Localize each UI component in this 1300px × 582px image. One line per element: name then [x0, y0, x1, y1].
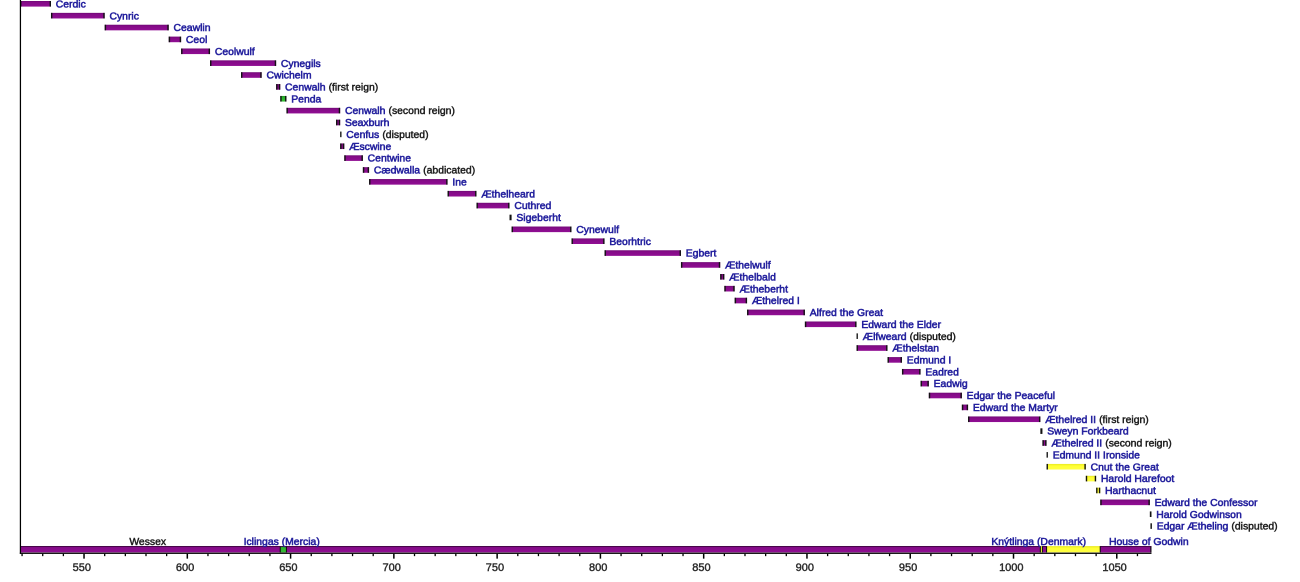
- svg-text:Æthelwulf: Æthelwulf: [725, 261, 771, 272]
- svg-text:Cerdic: Cerdic: [56, 0, 86, 10]
- svg-text:Æthelstan: Æthelstan: [892, 344, 939, 355]
- svg-text:Cnut the Great: Cnut the Great: [1091, 462, 1159, 473]
- svg-text:1000: 1000: [999, 562, 1023, 574]
- svg-text:Cuthred: Cuthred: [514, 201, 551, 212]
- svg-text:Cynric: Cynric: [109, 11, 138, 22]
- svg-text:Harold Godwinson: Harold Godwinson: [1156, 510, 1242, 521]
- svg-text:Wessex: Wessex: [129, 537, 167, 548]
- svg-text:Eadwig: Eadwig: [934, 379, 968, 390]
- svg-text:Cædwalla(abdicated): Cædwalla (abdicated): [374, 166, 475, 177]
- svg-text:Knýtlinga (Denmark): Knýtlinga (Denmark): [991, 537, 1086, 548]
- svg-text:Æthelred II(second reign): Æthelred II (second reign): [1051, 439, 1171, 450]
- svg-text:Edward the Confessor: Edward the Confessor: [1155, 498, 1258, 509]
- svg-text:Cynewulf: Cynewulf: [576, 225, 619, 236]
- svg-text:Ætheberht: Ætheberht: [739, 284, 788, 295]
- svg-text:950: 950: [899, 562, 917, 574]
- svg-text:Cenwalh(second reign): Cenwalh (second reign): [345, 106, 455, 117]
- svg-text:Edmund I: Edmund I: [907, 356, 951, 367]
- svg-text:Sweyn Forkbeard: Sweyn Forkbeard: [1047, 427, 1129, 438]
- svg-text:Edward the Martyr: Edward the Martyr: [973, 403, 1058, 414]
- svg-text:900: 900: [796, 562, 814, 574]
- svg-text:Ine: Ine: [452, 177, 467, 188]
- svg-text:Edgar Ætheling(disputed): Edgar Ætheling (disputed): [1157, 522, 1278, 533]
- svg-text:Egbert: Egbert: [686, 249, 717, 260]
- svg-text:House of Godwin: House of Godwin: [1109, 537, 1189, 548]
- svg-text:850: 850: [692, 562, 710, 574]
- svg-text:Edmund II Ironside: Edmund II Ironside: [1053, 450, 1140, 461]
- svg-text:Æthelheard: Æthelheard: [481, 189, 535, 200]
- svg-text:1050: 1050: [1102, 562, 1126, 574]
- svg-text:750: 750: [486, 562, 504, 574]
- svg-text:Eadred: Eadred: [925, 367, 959, 378]
- svg-text:Harthacnut: Harthacnut: [1105, 486, 1156, 497]
- svg-text:800: 800: [589, 562, 607, 574]
- svg-text:Penda: Penda: [291, 94, 321, 105]
- svg-text:Cenwalh(first reign): Cenwalh (first reign): [285, 82, 378, 93]
- svg-text:Alfred the Great: Alfred the Great: [810, 308, 883, 319]
- svg-text:Ceolwulf: Ceolwulf: [215, 47, 255, 58]
- svg-text:Iclingas (Mercia): Iclingas (Mercia): [244, 537, 320, 548]
- svg-text:Edward the Elder: Edward the Elder: [861, 320, 941, 331]
- svg-text:Ceol: Ceol: [186, 35, 207, 46]
- svg-text:Seaxburh: Seaxburh: [345, 118, 390, 129]
- svg-text:Æscwine: Æscwine: [349, 142, 391, 153]
- svg-text:Ceawlin: Ceawlin: [174, 23, 211, 34]
- svg-text:Cynegils: Cynegils: [281, 59, 321, 70]
- svg-text:Cwichelm: Cwichelm: [266, 71, 311, 82]
- svg-text:Edgar the Peaceful: Edgar the Peaceful: [967, 391, 1055, 402]
- svg-text:Centwine: Centwine: [368, 154, 412, 165]
- svg-text:700: 700: [382, 562, 400, 574]
- svg-text:Sigeberht: Sigeberht: [516, 213, 561, 224]
- svg-text:600: 600: [176, 562, 194, 574]
- svg-text:Ælfweard(disputed): Ælfweard (disputed): [863, 332, 956, 343]
- svg-text:Cenfus(disputed): Cenfus (disputed): [346, 130, 428, 141]
- svg-text:Beorhtric: Beorhtric: [609, 237, 651, 248]
- svg-text:Æthelred I: Æthelred I: [752, 296, 800, 307]
- svg-text:550: 550: [73, 562, 91, 574]
- svg-text:650: 650: [279, 562, 297, 574]
- svg-text:Æthelbald: Æthelbald: [729, 272, 776, 283]
- svg-text:Harold Harefoot: Harold Harefoot: [1101, 474, 1174, 485]
